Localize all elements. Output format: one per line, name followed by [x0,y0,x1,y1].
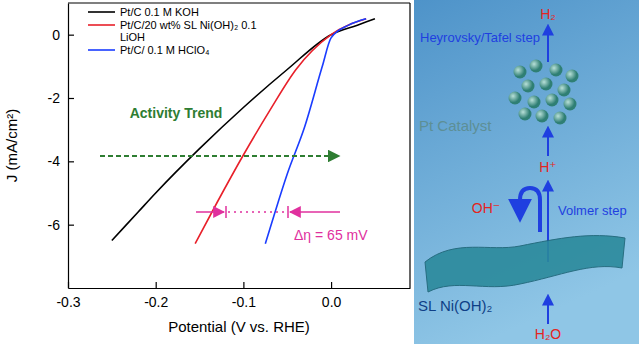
x-axis-tick-label: -0.3 [56,294,80,310]
pt-particle [564,98,577,111]
series-line [195,19,366,244]
pt-particle [554,112,567,125]
frame-right [409,3,410,288]
x-axis-tick: -0.1 [232,282,256,310]
y-axis-tick: 0 [52,27,74,43]
catalyst-label: Pt Catalyst [419,117,492,134]
legend-swatch [88,11,115,13]
legend-swatch [88,24,115,26]
legend-item: Pt/C 0.1 M KOH [88,6,199,18]
trend-arrow [100,155,338,157]
x-axis-tick-mark [331,282,332,288]
y-axis-title: J (mA/cm²) [3,109,20,182]
y-axis: 0 -2 -4 -6 [48,4,74,289]
pt-particle [509,92,522,105]
legend-swatch [88,49,115,51]
reactant-label: H₂O [535,326,562,342]
support-label: SL Ni(OH)₂ [418,297,493,314]
y-axis-tick-label: -4 [48,153,61,169]
step-label: Volmer step [558,203,627,218]
y-axis-tick-mark [68,35,74,36]
hydroxide-label: OH⁻ [472,200,500,216]
delta-dotted [228,211,286,213]
y-axis-tick-label: -6 [48,217,61,233]
nickel-hydroxide-sheet [425,236,625,292]
delta-arrow-left [196,211,224,213]
step-label: Heyrovsky/Tafel step [420,30,540,45]
y-axis-tick: -4 [48,153,74,169]
canvas: -0.3 -0.2 -0.1 0.0 0 -2 -4 -6 Potential (V vs. R… [0,0,639,344]
y-axis-tick: -2 [48,90,74,106]
pt-particle [530,60,543,73]
x-axis: -0.3 -0.2 -0.1 0.0 [56,282,410,310]
plot-area [112,19,375,244]
pt-particle [514,66,527,79]
x-axis-tick: -0.2 [144,282,168,310]
delta-tick-left [225,206,227,218]
y-axis-tick-mark [68,161,74,162]
legend: Pt/C 0.1 M KOHPt/C/20 wt% SL Ni(OH)₂ 0.1… [88,6,257,56]
series-line [112,19,375,241]
pt-particle [566,70,579,83]
x-axis-tick-label: -0.2 [144,294,168,310]
y-axis-line [68,4,69,289]
product-label: H₂ [540,6,556,22]
y-axis-tick-label: 0 [52,27,60,43]
legend-label: Pt/C 0.1 M KOH [120,6,199,18]
y-axis-tick-mark [68,225,74,226]
legend-item: Pt/C/20 wt% SL Ni(OH)₂ 0.1LiOH [88,19,257,43]
legend-label: Pt/C/20 wt% SL Ni(OH)₂ 0.1LiOH [120,19,257,43]
y-axis-tick-mark [68,98,74,99]
flow-arrow [547,128,549,156]
delta-arrow-right [290,211,340,213]
legend-item: Pt/C/ 0.1 M HClO₄ [88,44,210,56]
legend-label: Pt/C/ 0.1 M HClO₄ [120,44,210,56]
pt-particle [522,80,535,93]
annotation: Activity Trend [130,105,223,121]
pt-particle [519,108,532,121]
y-axis-tick: -6 [48,217,74,233]
x-axis-line [69,288,411,289]
flow-arrow [547,296,549,324]
diagram-panel [414,0,639,344]
frame-top [68,2,410,3]
x-axis-tick: 0.0 [322,282,342,310]
intermediate-label: H⁺ [539,159,557,175]
hydroxide-arrow [520,188,540,232]
x-axis-tick-label: -0.1 [232,294,256,310]
x-axis-tick-mark [243,282,244,288]
flow-arrow [547,26,549,62]
pt-particle [550,64,563,77]
x-axis-title: Potential (V vs. RHE) [168,318,310,335]
pt-particle [536,110,549,123]
x-axis-tick-mark [156,282,157,288]
pt-particle [558,84,571,97]
pt-particle [528,96,541,109]
annotation: Δη = 65 mV [294,227,368,243]
delta-tick-right [287,206,289,218]
pt-particle [546,94,559,107]
series-line [265,19,366,244]
y-axis-tick-label: -2 [48,90,61,106]
x-axis-tick-label: 0.0 [322,294,342,310]
pt-particle [540,78,553,91]
